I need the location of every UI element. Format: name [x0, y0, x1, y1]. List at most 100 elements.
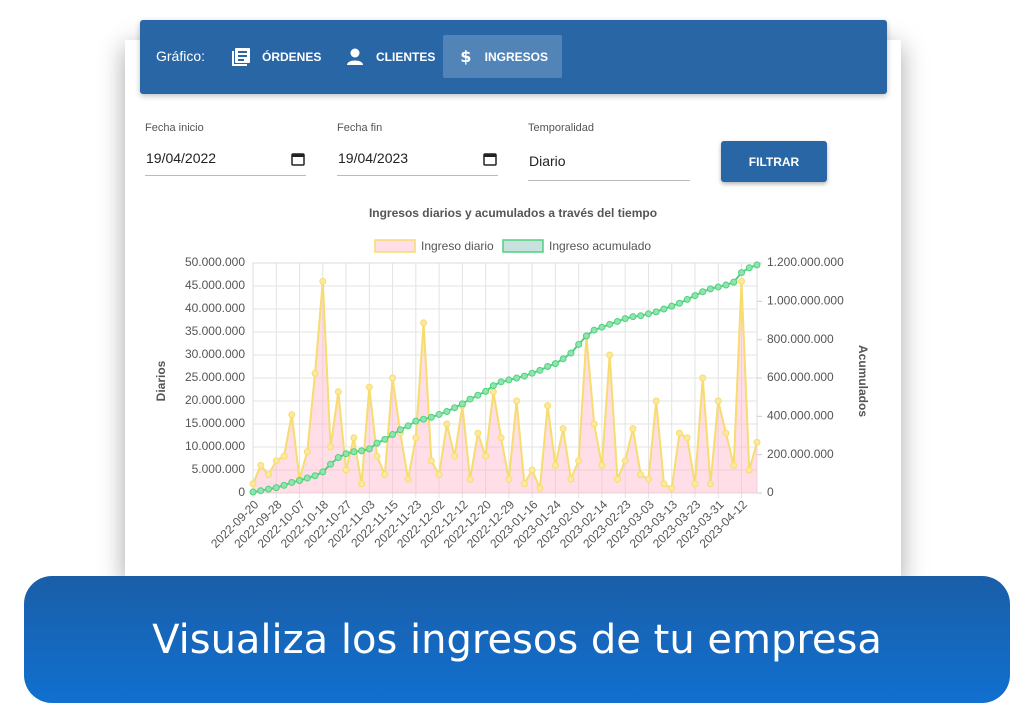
- tab-text: CLIENTES: [376, 49, 436, 64]
- period-field[interactable]: Temporalidad Diario: [528, 122, 690, 181]
- y-tick-label: 10.000.000: [185, 439, 245, 453]
- point: [365, 445, 373, 453]
- point: [606, 320, 614, 328]
- point: [706, 285, 714, 293]
- point: [342, 450, 350, 458]
- point: [358, 480, 366, 488]
- underline: [528, 180, 690, 181]
- point: [513, 397, 521, 405]
- point: [621, 457, 629, 465]
- y-tick-label: 45.000.000: [185, 278, 245, 292]
- point: [389, 431, 397, 439]
- underline: [145, 175, 306, 176]
- point: [427, 413, 435, 421]
- point: [381, 471, 389, 479]
- point: [745, 466, 753, 474]
- point: [559, 425, 567, 433]
- y2-tick-label: 200.000.000: [767, 447, 834, 461]
- end-date-field[interactable]: Fecha fin 19/04/2023: [337, 122, 498, 176]
- point: [257, 461, 265, 469]
- point: [272, 484, 280, 492]
- point: [567, 349, 575, 357]
- y-tick-label: 25.000.000: [185, 370, 245, 384]
- svg-text:$: $: [460, 46, 471, 65]
- underline: [337, 175, 498, 176]
- y-tick-label: 0: [238, 485, 245, 499]
- point: [319, 277, 327, 285]
- point: [505, 475, 513, 483]
- point: [660, 480, 668, 488]
- point: [265, 471, 273, 479]
- point: [319, 468, 327, 476]
- point: [303, 474, 311, 482]
- point: [706, 480, 714, 488]
- point: [280, 481, 288, 489]
- point: [497, 378, 505, 386]
- point: [551, 360, 559, 368]
- point: [311, 369, 319, 377]
- point: [644, 310, 652, 318]
- point: [404, 422, 412, 430]
- point: [699, 288, 707, 296]
- point: [551, 461, 559, 469]
- point: [691, 292, 699, 300]
- y-tick-label: 50.000.000: [185, 255, 245, 269]
- point: [249, 488, 257, 496]
- y2-tick-label: 1.000.000.000: [767, 294, 844, 308]
- point: [482, 387, 490, 395]
- point: [629, 425, 637, 433]
- field-label: Temporalidad: [528, 122, 595, 134]
- banner-text: Visualiza los ingresos de tu empresa: [152, 616, 882, 663]
- point: [427, 457, 435, 465]
- point: [420, 319, 428, 327]
- tab-income[interactable]: $ INGRESOS: [443, 35, 562, 78]
- y2-tick-label: 800.000.000: [767, 332, 834, 346]
- legend-label: Ingreso acumulado: [549, 239, 651, 253]
- start-date-field[interactable]: Fecha inicio 19/04/2022: [145, 122, 306, 176]
- point: [334, 454, 342, 462]
- point: [303, 448, 311, 456]
- point: [497, 434, 505, 442]
- point: [389, 374, 397, 382]
- tab-orders[interactable]: ÓRDENES: [216, 35, 335, 78]
- point: [683, 295, 691, 303]
- y-tick-label: 15.000.000: [185, 416, 245, 430]
- point: [675, 299, 683, 307]
- point: [272, 457, 280, 465]
- point: [334, 388, 342, 396]
- point: [373, 452, 381, 460]
- point: [753, 438, 761, 446]
- point: [652, 308, 660, 316]
- calendar-icon: [483, 153, 497, 166]
- clients-icon: [347, 48, 363, 65]
- point: [714, 283, 722, 291]
- point: [590, 326, 598, 334]
- legend-swatch: [502, 239, 544, 253]
- income-icon: $: [460, 46, 471, 65]
- y2-axis-title: Acumulados: [856, 345, 870, 417]
- filter-button[interactable]: FILTRAR: [721, 141, 827, 182]
- point: [474, 391, 482, 399]
- point: [675, 429, 683, 437]
- tab-clients[interactable]: CLIENTES: [330, 35, 449, 78]
- nav-label: Gráfico:: [156, 48, 206, 64]
- y-tick-label: 30.000.000: [185, 347, 245, 361]
- y-tick-label: 5.000.000: [192, 462, 246, 476]
- banner: Visualiza los ingresos de tu empresa: [24, 576, 1010, 703]
- y2-tick-label: 600.000.000: [767, 370, 834, 384]
- point: [443, 420, 451, 428]
- point: [451, 452, 459, 460]
- point: [668, 484, 676, 492]
- tab-text: ÓRDENES: [262, 49, 322, 64]
- point: [350, 434, 358, 442]
- point: [668, 302, 676, 310]
- chart: Ingresos diarios y acumulados a través d…: [154, 206, 870, 551]
- point: [559, 355, 567, 363]
- point: [327, 460, 335, 468]
- point: [311, 472, 319, 480]
- point: [280, 452, 288, 460]
- point: [249, 480, 257, 488]
- point: [528, 466, 536, 474]
- point: [590, 420, 598, 428]
